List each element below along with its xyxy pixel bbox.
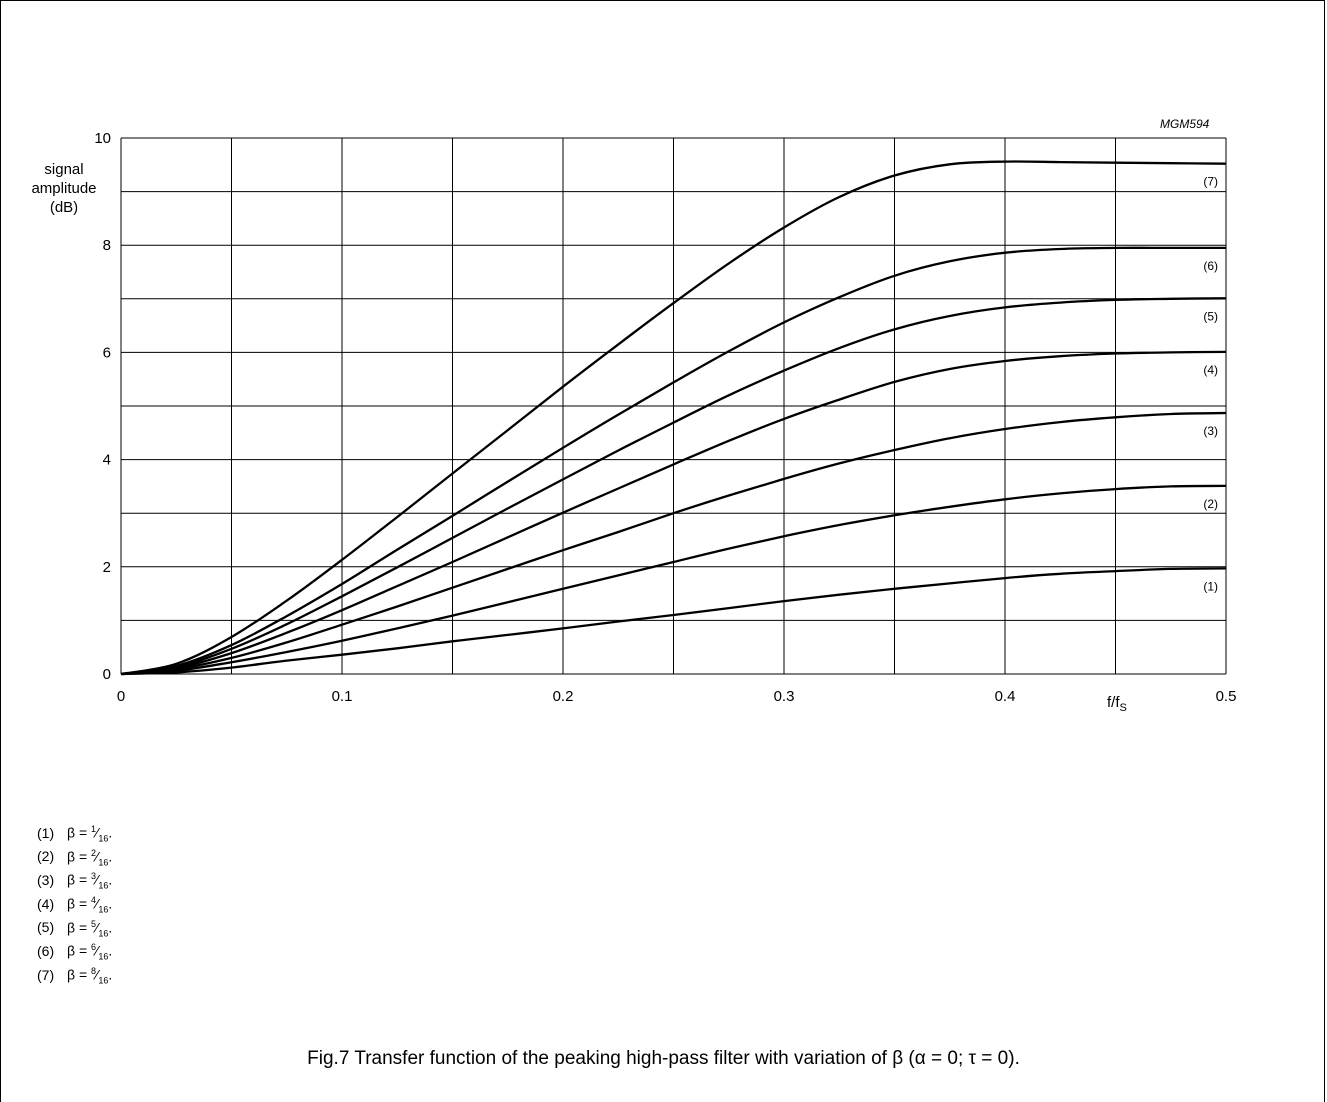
y-axis-label-line: amplitude	[31, 180, 97, 197]
legend-numerator: 3	[91, 871, 97, 882]
figure-caption: Fig.7 Transfer function of the peaking h…	[307, 1048, 1020, 1069]
series-label: (7)	[1203, 175, 1218, 189]
legend-item: (2) β = 2⁄16.	[37, 842, 113, 868]
x-tick-label: 0.1	[332, 688, 353, 705]
legend-item: (3) β = 3⁄16.	[37, 865, 113, 891]
figure-code: MGM594	[1160, 117, 1210, 131]
series-label: (1)	[1203, 579, 1218, 593]
x-tick-label: 0.4	[995, 688, 1016, 705]
legend-numerator: 1	[91, 824, 97, 834]
legend-id: (2)	[37, 848, 55, 865]
legend-item: (1) β = 1⁄16.	[37, 818, 113, 844]
series-line	[120, 297, 1227, 676]
legend-text: β =	[67, 919, 92, 936]
x-axis-label-main: f/f	[1107, 694, 1120, 711]
series-label: (6)	[1203, 259, 1218, 273]
x-axis-label-sub: S	[1119, 702, 1127, 714]
legend-end: .	[108, 848, 113, 865]
legend: (1) β = 1⁄16. (2) β = 2⁄16. (3) β = 3⁄16. (…	[37, 818, 113, 986]
series-label: (3)	[1203, 424, 1218, 438]
legend-id: (3)	[37, 872, 55, 889]
legend-text: β =	[67, 872, 92, 889]
series-line	[120, 567, 1227, 676]
y-tick-label: 2	[103, 559, 111, 576]
legend-id: (1)	[37, 824, 55, 841]
legend-denominator: 16	[98, 904, 109, 915]
x-tick-label: 0	[117, 688, 125, 705]
x-tick-label: 0.2	[553, 688, 574, 705]
legend-id: (5)	[37, 919, 55, 936]
y-axis-label: signal amplitude (dB)	[8, 160, 120, 217]
y-axis-label-line: (dB)	[49, 199, 79, 216]
series-label: (4)	[1203, 363, 1218, 377]
legend-text: β =	[67, 824, 92, 841]
legend-end: .	[108, 943, 113, 960]
legend-end: .	[108, 895, 113, 912]
legend-text: β =	[67, 943, 92, 960]
legend-denominator: 16	[98, 928, 109, 939]
legend-id: (7)	[37, 966, 55, 983]
legend-denominator: 16	[98, 975, 109, 986]
x-axis-label: f/fS	[1107, 694, 1127, 714]
y-tick-label: 10	[94, 130, 111, 147]
x-tick-label: 0.3	[774, 688, 795, 705]
series-line	[120, 246, 1226, 676]
x-tick-label: 0.5	[1216, 688, 1237, 705]
legend-end: .	[108, 919, 113, 936]
legend-numerator: 6	[91, 942, 97, 953]
legend-item: (7) β = 8⁄16.	[37, 960, 113, 986]
series-line	[120, 350, 1227, 676]
series-label: (5)	[1203, 309, 1218, 323]
legend-end: .	[108, 966, 113, 983]
legend-numerator: 8	[91, 966, 97, 977]
y-tick-label: 4	[103, 452, 111, 469]
legend-numerator: 5	[91, 918, 97, 929]
series-label: (2)	[1203, 497, 1218, 511]
legend-item: (5) β = 5⁄16.	[37, 913, 113, 939]
y-tick-label: 8	[103, 237, 111, 254]
series-line	[120, 411, 1227, 676]
series-line	[120, 160, 1227, 676]
legend-text: β =	[67, 966, 92, 983]
legend-end: .	[108, 872, 113, 889]
legend-item: (4) β = 4⁄16.	[37, 889, 113, 915]
legend-end: .	[108, 824, 113, 841]
legend-denominator: 16	[98, 880, 109, 891]
series-line	[120, 484, 1227, 676]
legend-numerator: 2	[91, 847, 97, 858]
legend-text: β =	[67, 848, 92, 865]
y-axis-label-line: signal	[44, 161, 84, 178]
y-tick-label: 0	[103, 666, 111, 683]
y-tick-label: 6	[103, 344, 111, 361]
legend-denominator: 16	[98, 833, 109, 844]
legend-text: β =	[67, 895, 92, 912]
legend-denominator: 16	[98, 857, 109, 868]
legend-numerator: 4	[91, 895, 97, 906]
legend-item: (6) β = 6⁄16.	[37, 936, 113, 962]
legend-id: (4)	[37, 895, 55, 912]
legend-id: (6)	[37, 943, 55, 960]
legend-denominator: 16	[98, 951, 109, 962]
